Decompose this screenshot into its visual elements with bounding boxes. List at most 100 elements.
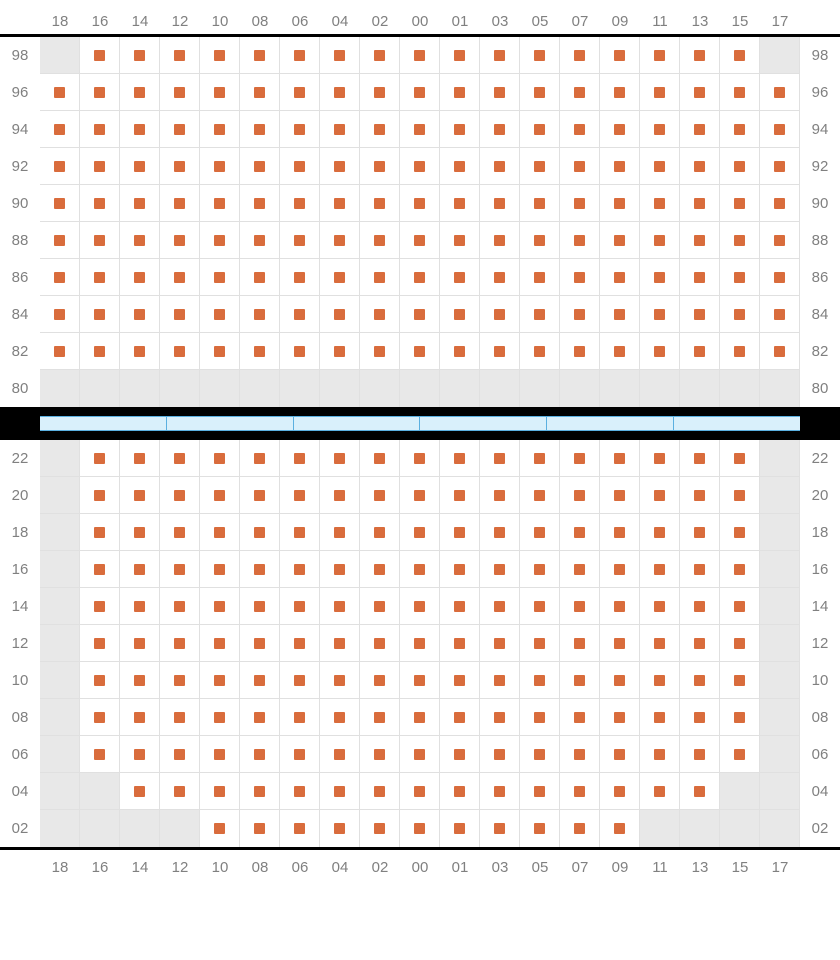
seat-cell[interactable] <box>600 148 640 185</box>
seat-cell[interactable] <box>240 699 280 736</box>
seat-cell[interactable] <box>360 259 400 296</box>
seat-cell[interactable] <box>360 773 400 810</box>
seat-cell[interactable] <box>680 111 720 148</box>
seat-cell[interactable] <box>200 736 240 773</box>
seat-cell[interactable] <box>240 736 280 773</box>
seat-cell[interactable] <box>200 111 240 148</box>
seat-cell[interactable] <box>360 222 400 259</box>
seat-cell[interactable] <box>440 440 480 477</box>
seat-cell[interactable] <box>520 185 560 222</box>
seat-cell[interactable] <box>640 185 680 222</box>
seat-cell[interactable] <box>560 773 600 810</box>
seat-cell[interactable] <box>240 111 280 148</box>
seat-cell[interactable] <box>480 514 520 551</box>
seat-cell[interactable] <box>200 810 240 847</box>
seat-cell[interactable] <box>400 222 440 259</box>
seat-cell[interactable] <box>160 185 200 222</box>
seat-cell[interactable] <box>80 333 120 370</box>
seat-cell[interactable] <box>200 514 240 551</box>
seat-cell[interactable] <box>480 37 520 74</box>
seat-cell[interactable] <box>440 773 480 810</box>
seat-cell[interactable] <box>280 773 320 810</box>
seat-cell[interactable] <box>200 37 240 74</box>
seat-cell[interactable] <box>720 222 760 259</box>
seat-cell[interactable] <box>480 662 520 699</box>
seat-cell[interactable] <box>440 551 480 588</box>
seat-cell[interactable] <box>200 259 240 296</box>
seat-cell[interactable] <box>760 222 800 259</box>
seat-cell[interactable] <box>440 625 480 662</box>
seat-cell[interactable] <box>80 514 120 551</box>
seat-cell[interactable] <box>600 296 640 333</box>
seat-cell[interactable] <box>200 296 240 333</box>
seat-cell[interactable] <box>720 259 760 296</box>
seat-cell[interactable] <box>640 259 680 296</box>
seat-cell[interactable] <box>360 74 400 111</box>
seat-cell[interactable] <box>480 222 520 259</box>
seat-cell[interactable] <box>480 440 520 477</box>
seat-cell[interactable] <box>200 440 240 477</box>
seat-cell[interactable] <box>240 74 280 111</box>
seat-cell[interactable] <box>280 440 320 477</box>
seat-cell[interactable] <box>600 588 640 625</box>
seat-cell[interactable] <box>240 588 280 625</box>
seat-cell[interactable] <box>120 148 160 185</box>
seat-cell[interactable] <box>240 259 280 296</box>
seat-cell[interactable] <box>80 259 120 296</box>
seat-cell[interactable] <box>400 74 440 111</box>
seat-cell[interactable] <box>560 37 600 74</box>
seat-cell[interactable] <box>480 74 520 111</box>
seat-cell[interactable] <box>560 148 600 185</box>
seat-cell[interactable] <box>480 259 520 296</box>
seat-cell[interactable] <box>520 514 560 551</box>
seat-cell[interactable] <box>80 588 120 625</box>
seat-cell[interactable] <box>720 625 760 662</box>
seat-cell[interactable] <box>440 477 480 514</box>
seat-cell[interactable] <box>640 296 680 333</box>
seat-cell[interactable] <box>320 699 360 736</box>
seat-cell[interactable] <box>480 736 520 773</box>
seat-cell[interactable] <box>360 736 400 773</box>
seat-cell[interactable] <box>280 222 320 259</box>
seat-cell[interactable] <box>120 736 160 773</box>
seat-cell[interactable] <box>680 662 720 699</box>
seat-cell[interactable] <box>600 810 640 847</box>
seat-cell[interactable] <box>360 699 400 736</box>
seat-cell[interactable] <box>280 514 320 551</box>
seat-cell[interactable] <box>440 74 480 111</box>
seat-cell[interactable] <box>240 333 280 370</box>
seat-cell[interactable] <box>120 440 160 477</box>
seat-cell[interactable] <box>480 551 520 588</box>
seat-cell[interactable] <box>440 37 480 74</box>
seat-cell[interactable] <box>160 440 200 477</box>
seat-cell[interactable] <box>160 37 200 74</box>
seat-cell[interactable] <box>720 333 760 370</box>
seat-cell[interactable] <box>560 440 600 477</box>
seat-cell[interactable] <box>520 625 560 662</box>
seat-cell[interactable] <box>40 222 80 259</box>
seat-cell[interactable] <box>360 551 400 588</box>
seat-cell[interactable] <box>720 296 760 333</box>
seat-cell[interactable] <box>40 259 80 296</box>
seat-cell[interactable] <box>680 37 720 74</box>
seat-cell[interactable] <box>400 333 440 370</box>
seat-cell[interactable] <box>680 185 720 222</box>
seat-cell[interactable] <box>160 74 200 111</box>
seat-cell[interactable] <box>280 111 320 148</box>
seat-cell[interactable] <box>720 37 760 74</box>
seat-cell[interactable] <box>640 588 680 625</box>
seat-cell[interactable] <box>240 514 280 551</box>
seat-cell[interactable] <box>240 477 280 514</box>
seat-cell[interactable] <box>680 514 720 551</box>
seat-cell[interactable] <box>200 185 240 222</box>
seat-cell[interactable] <box>120 296 160 333</box>
seat-cell[interactable] <box>400 588 440 625</box>
seat-cell[interactable] <box>400 699 440 736</box>
seat-cell[interactable] <box>520 74 560 111</box>
seat-cell[interactable] <box>280 296 320 333</box>
seat-cell[interactable] <box>120 111 160 148</box>
seat-cell[interactable] <box>600 662 640 699</box>
seat-cell[interactable] <box>160 662 200 699</box>
seat-cell[interactable] <box>720 514 760 551</box>
seat-cell[interactable] <box>320 333 360 370</box>
